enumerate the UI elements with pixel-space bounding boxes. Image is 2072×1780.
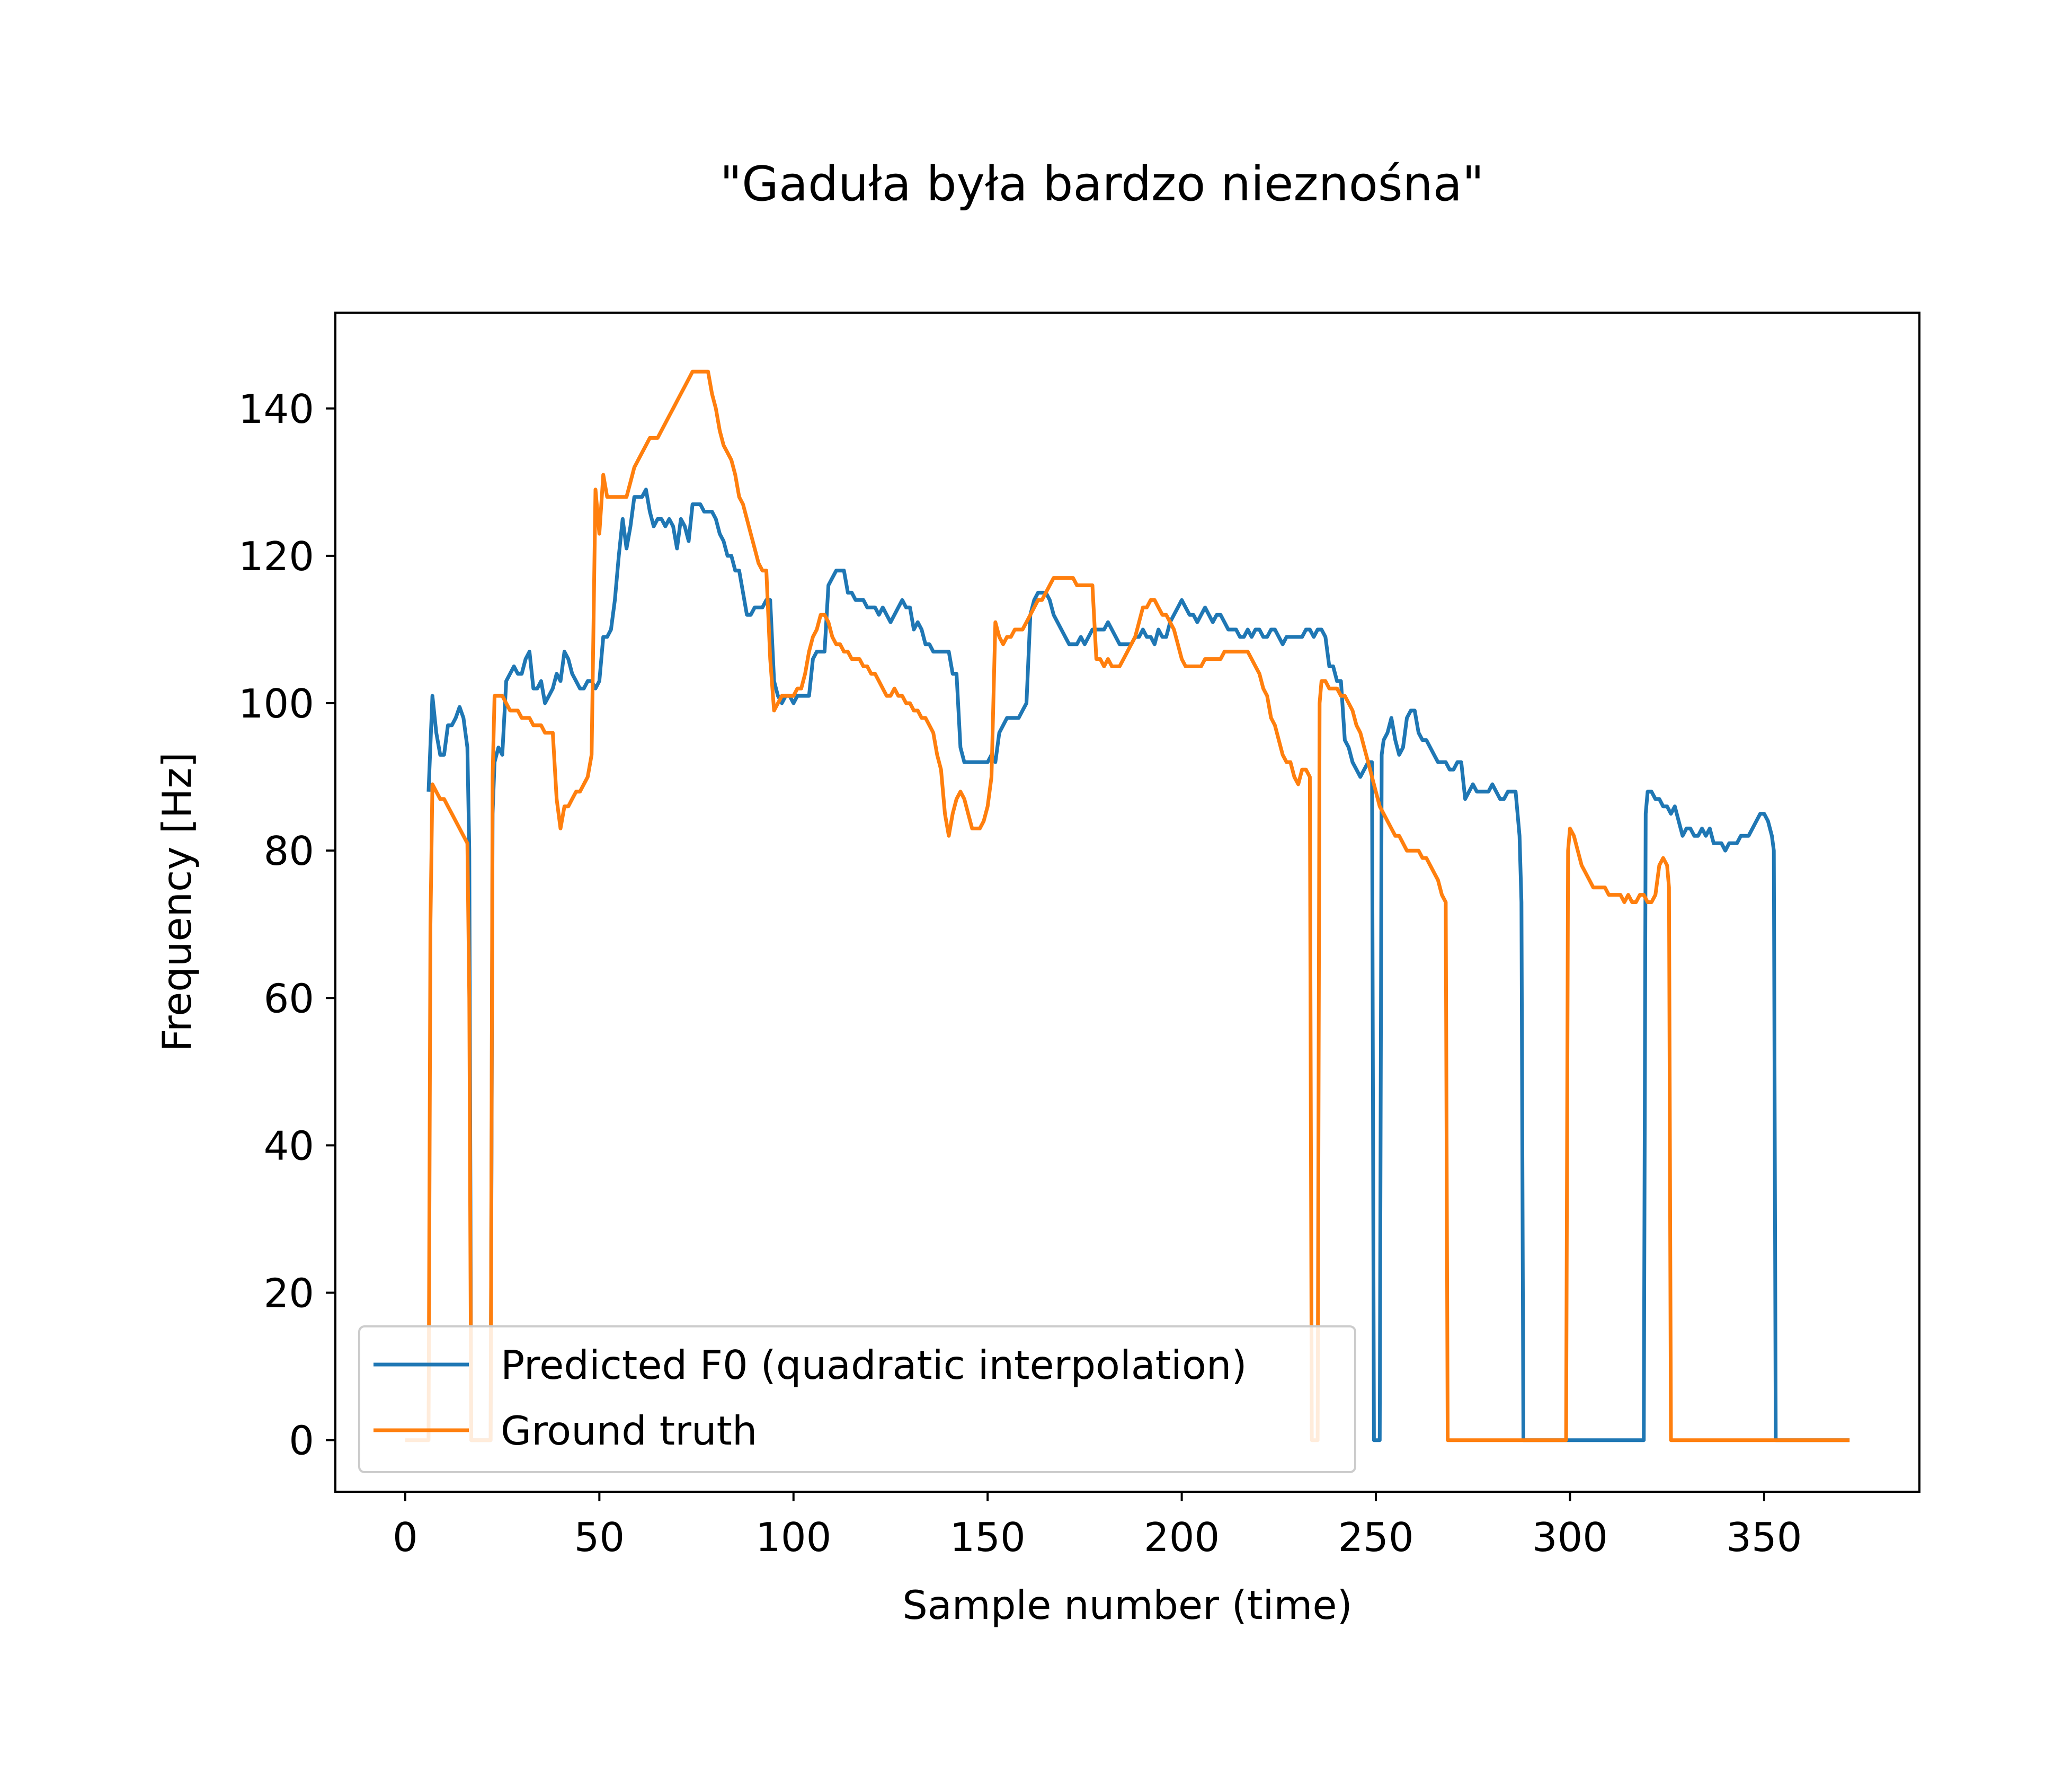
plot-area [334,312,1920,1493]
x-tick-label: 100 [755,1514,831,1561]
x-axis-label: Sample number (time) [902,1582,1353,1628]
y-tick-label: 40 [264,1122,314,1169]
series-line-1 [426,488,1850,1442]
x-tick-label: 0 [393,1514,418,1561]
plot-background [335,313,1919,1492]
x-tick-label: 350 [1726,1514,1802,1561]
legend-label-2: Ground truth [501,1407,757,1454]
x-tick-label: 50 [574,1514,625,1561]
y-tick-label: 0 [289,1418,314,1464]
series-layer [405,369,1850,1442]
y-axis-label: Frequency [Hz] [154,752,200,1052]
x-axis-ticks: 0 50 100 150 200 250 300 350 [393,1492,1802,1561]
plot-frame [334,312,1920,1493]
y-axis-ticks: 0 20 40 60 80 100 120 140 [238,386,335,1464]
y-tick-label: 140 [238,386,314,432]
legend: Predicted F0 (quadratic interpolation) Gr… [358,1325,1356,1473]
legend-label-1: Predicted F0 (quadratic interpolation) [501,1342,1247,1388]
x-tick-label: 150 [950,1514,1026,1561]
y-tick-label: 100 [238,680,314,727]
chart-title: "Gaduła była bardzo nieznośna" [720,156,1484,212]
x-tick-label: 300 [1532,1514,1608,1561]
legend-box [358,1325,1356,1473]
series-line-2 [405,369,1850,1442]
x-tick-label: 200 [1144,1514,1220,1561]
x-tick-label: 250 [1338,1514,1413,1561]
y-tick-label: 20 [264,1270,314,1317]
y-tick-label: 120 [238,533,314,580]
y-tick-label: 80 [264,828,314,874]
y-tick-label: 60 [264,975,314,1022]
